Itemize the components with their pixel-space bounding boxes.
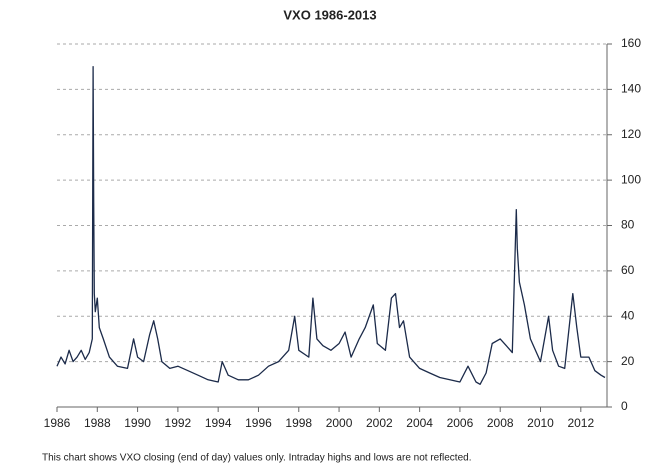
y-tick-label: 120 [621, 127, 641, 141]
y-tick-label: 40 [621, 308, 635, 322]
x-tick-label: 1992 [165, 416, 192, 430]
x-tick-label: 2002 [366, 416, 393, 430]
x-tick-label: 2004 [406, 416, 433, 430]
x-tick-label: 1998 [285, 416, 312, 430]
y-tick-label: 160 [621, 36, 641, 50]
chart-title: VXO 1986-2013 [283, 7, 376, 22]
y-tick-label: 140 [621, 82, 641, 96]
x-tick-label: 1986 [44, 416, 71, 430]
x-tick-label: 2000 [326, 416, 353, 430]
x-tick-label: 2010 [527, 416, 554, 430]
x-tick-label: 1988 [84, 416, 111, 430]
x-tick-label: 2012 [567, 416, 594, 430]
footnote: This chart shows VXO closing (end of day… [42, 453, 471, 464]
y-tick-label: 60 [621, 263, 635, 277]
x-tick-label: 1994 [205, 416, 232, 430]
x-tick-label: 2006 [447, 416, 474, 430]
line [56, 66, 606, 385]
x-tick-label: 1990 [124, 416, 151, 430]
y-tick-label: 100 [621, 172, 641, 186]
x-tick-label: 1996 [245, 416, 272, 430]
y-tick-label: 20 [621, 354, 635, 368]
y-tick-label: 80 [621, 218, 635, 232]
x-tick-label: 2008 [487, 416, 514, 430]
y-tick-label: 0 [621, 399, 628, 413]
